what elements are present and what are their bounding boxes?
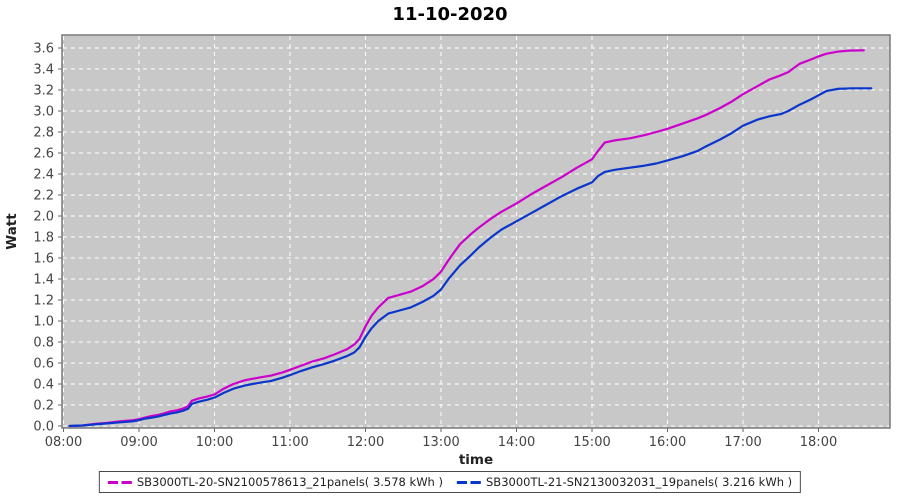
y-tick-label: 3.6	[33, 42, 54, 57]
legend-label-series1: SB3000TL-20-SN2100578613_21panels( 3.578…	[136, 475, 443, 489]
y-tick-label: 3.2	[33, 84, 54, 99]
x-axis-label: time	[459, 452, 493, 468]
legend-line-swatch-series1	[107, 480, 132, 484]
plot-area	[62, 35, 890, 428]
y-tick-label: 0.8	[33, 336, 54, 351]
x-tick-label: 17:00	[724, 435, 761, 450]
x-tick-label: 09:00	[120, 435, 157, 450]
chart-title: 11-10-2020	[392, 4, 508, 25]
y-tick-label: 3.0	[33, 105, 54, 120]
y-tick-label: 2.0	[33, 210, 54, 225]
y-tick-label: 0.6	[33, 357, 54, 372]
x-tick-label: 10:00	[196, 435, 233, 450]
axis-tick-labels: 0.0 0.2 0.4 0.6 0.8 1.0 1.2 1.4 1.6 1.8 2.0 2.2 2.4 2…	[33, 42, 837, 451]
plot-svg: 0.0 0.2 0.4 0.6 0.8 1.0 1.2 1.4 1.6 1.8 2.0 2.2 2.4 2…	[4, 34, 891, 468]
y-tick-label: 3.4	[33, 63, 54, 78]
series-line-2	[68, 87, 873, 428]
y-tick-label: 0.0	[33, 420, 54, 435]
y-tick-label: 1.2	[33, 294, 54, 309]
y-axis-label: Watt	[4, 213, 20, 250]
y-tick-label: 2.6	[33, 147, 54, 162]
x-tick-label: 11:00	[271, 435, 308, 450]
y-tick-label: 1.4	[33, 273, 54, 288]
x-tick-label: 13:00	[422, 435, 459, 450]
legend: SB3000TL-20-SN2100578613_21panels( 3.578…	[98, 471, 802, 493]
y-tick-label: 2.2	[33, 189, 54, 204]
y-tick-label: 0.2	[33, 399, 54, 414]
x-tick-label: 12:00	[347, 435, 384, 450]
y-tick-label: 1.8	[33, 231, 54, 246]
x-tick-label: 16:00	[649, 435, 686, 450]
legend-item-series2: SB3000TL-21-SN2130032031_19panels( 3.216…	[457, 475, 792, 489]
x-tick-label: 08:00	[45, 435, 82, 450]
series-line-1	[68, 49, 865, 428]
legend-line-swatch-series2	[457, 480, 481, 484]
x-tick-label: 15:00	[573, 435, 610, 450]
y-tick-label: 0.4	[33, 378, 54, 393]
y-tick-label: 2.4	[33, 168, 54, 183]
x-tick-label: 14:00	[498, 435, 535, 450]
x-tick-label: 18:00	[800, 435, 837, 450]
y-tick-label: 1.6	[33, 252, 54, 267]
plot-border	[61, 34, 891, 429]
legend-item-series1: SB3000TL-20-SN2100578613_21panels( 3.578…	[107, 475, 443, 489]
legend-label-series2: SB3000TL-21-SN2130032031_19panels( 3.216…	[486, 475, 793, 489]
y-tick-label: 2.8	[33, 126, 54, 141]
y-tick-label: 1.0	[33, 315, 54, 330]
